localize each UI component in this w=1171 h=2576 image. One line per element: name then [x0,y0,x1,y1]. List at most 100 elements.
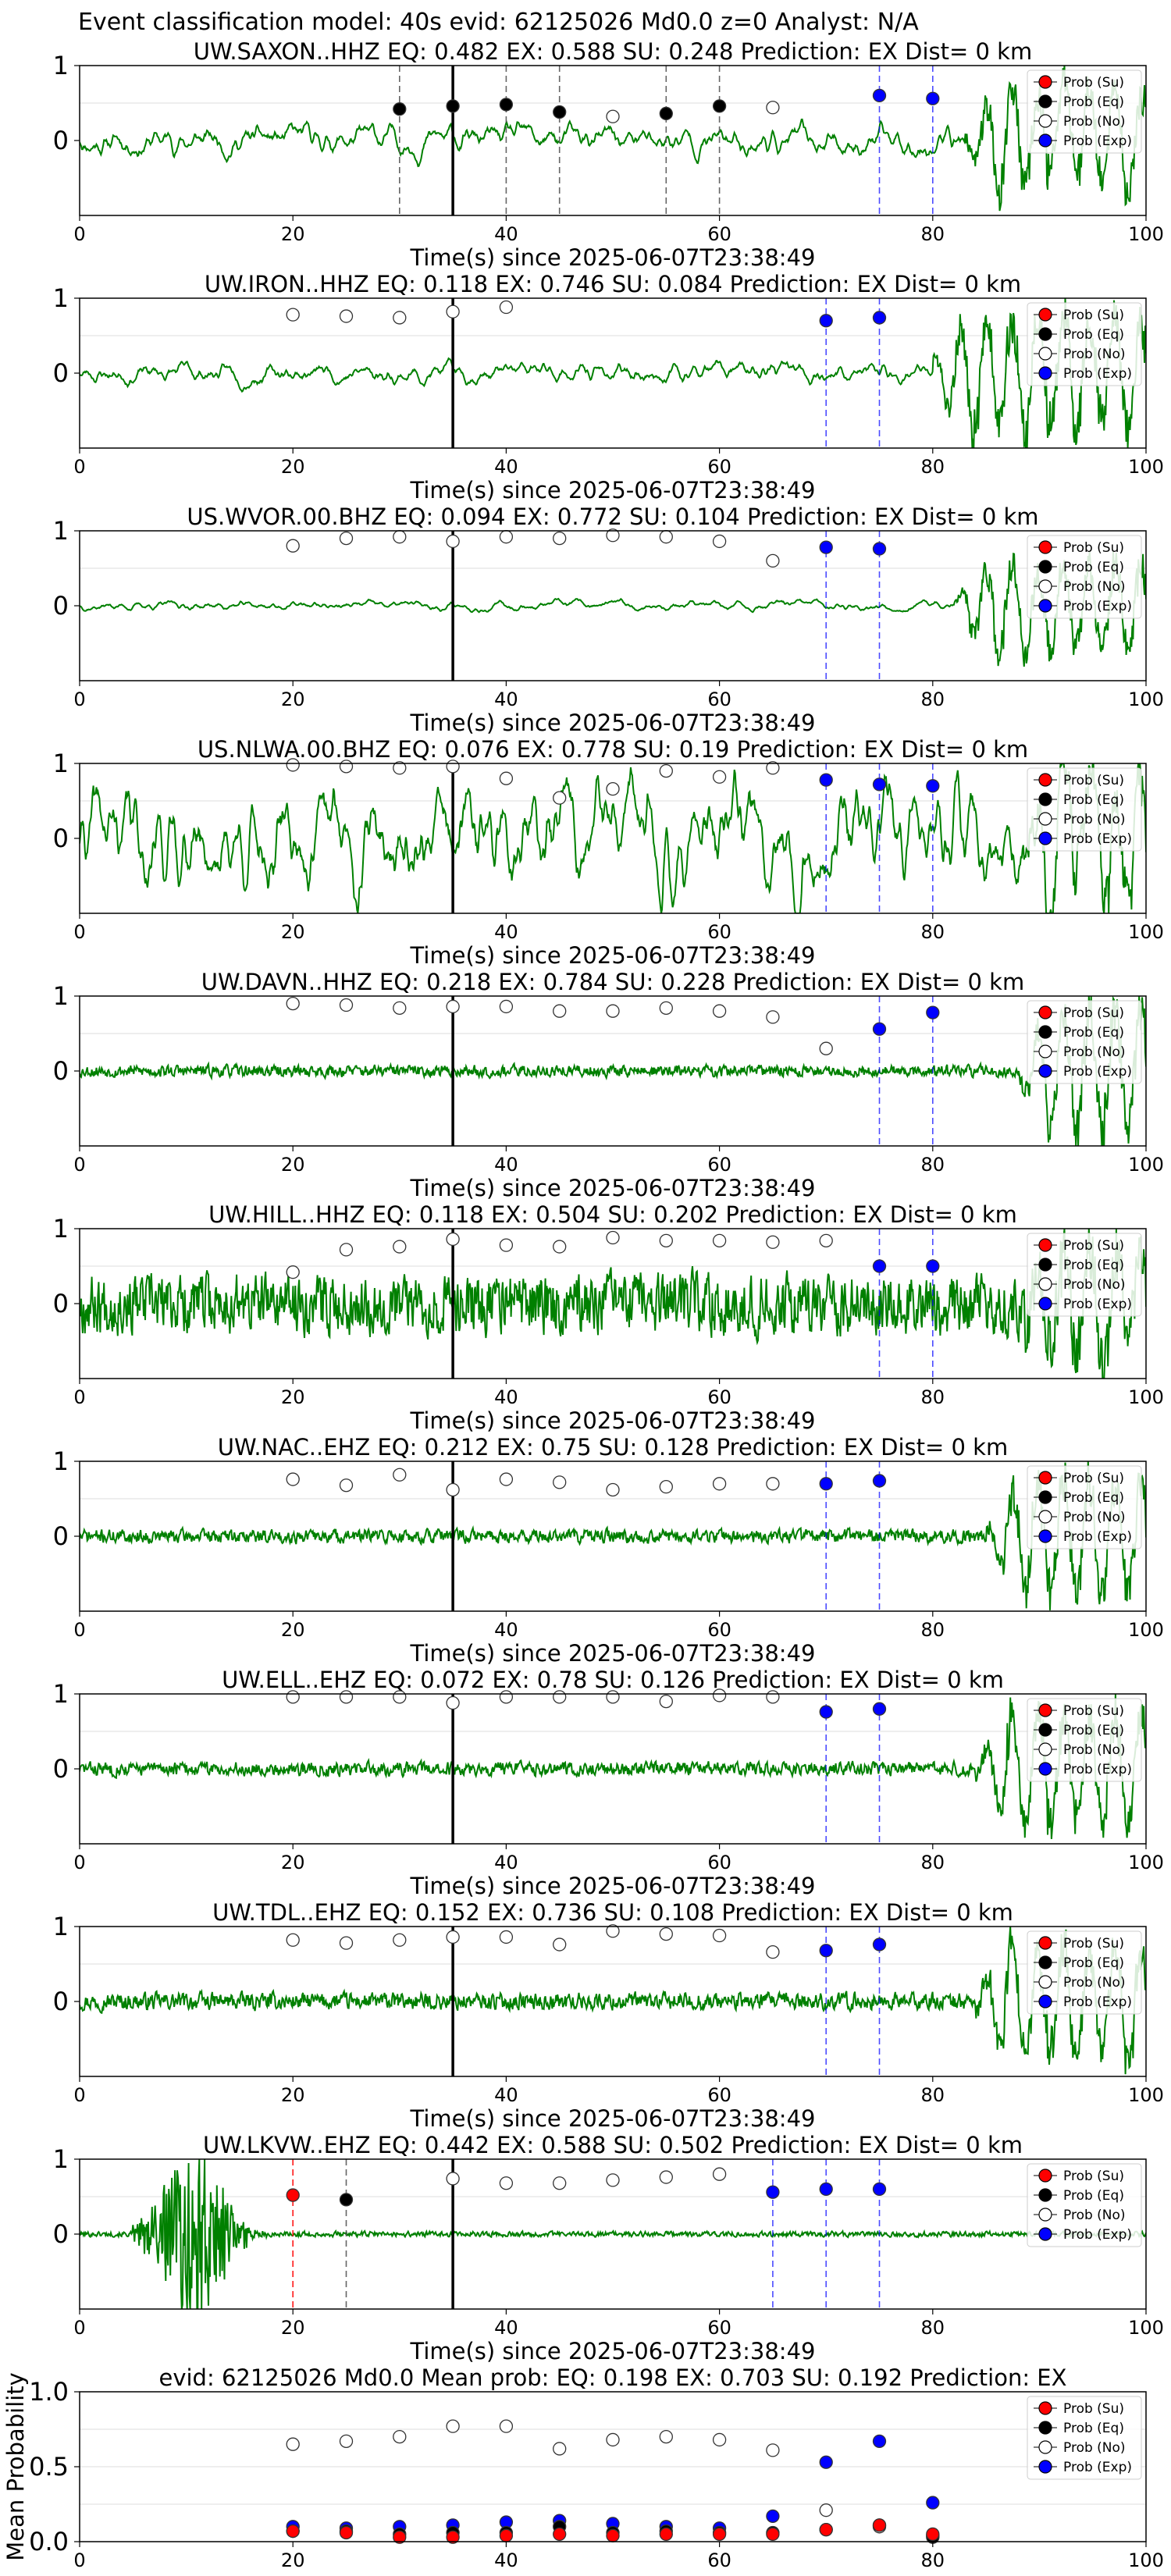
x-axis-label: Time(s) since 2025-06-07T23:38:49 [410,477,816,503]
prob-point-no [499,1690,514,1704]
legend-marker-eq [1038,560,1052,574]
waveform-trace [80,1694,1146,1839]
mean-point-exp [766,2509,780,2524]
x-tick-label: 60 [707,1852,731,1873]
x-tick-label: 60 [707,1386,731,1408]
prob-point-eq [499,98,514,112]
panel-10: evid: 62125026 Md0.0 Mean prob: EQ: 0.19… [2,2364,1164,2571]
prob-point-no [659,1001,673,1016]
legend-marker-no [1038,812,1052,826]
prob-point-no [446,760,460,774]
legend-label: Prob (Eq) [1063,2188,1124,2204]
legend-label: Prob (Exp) [1063,366,1132,382]
x-tick-label: 60 [707,2084,731,2106]
legend-label: Prob (No) [1063,1044,1126,1060]
prob-point-no [393,1690,407,1704]
legend: Prob (Su) Prob (Eq) Prob (No) Prob (Exp) [1027,1698,1142,1782]
prob-point-exp [872,1474,887,1488]
legend-label: Prob (Exp) [1063,1297,1132,1312]
mean-point-no [499,2419,514,2433]
x-tick-label: 40 [494,2317,518,2339]
y-tick-label: 1 [53,51,69,80]
prob-point-no [712,1004,727,1018]
mean-point-su [712,2527,727,2542]
y-tick-label: 1 [53,749,69,778]
prob-point-no [446,304,460,318]
prob-point-no [659,1694,673,1709]
y-tick-label: 0.5 [29,2452,69,2482]
x-tick-label: 80 [921,2084,945,2106]
prob-point-no [712,1233,727,1248]
y-tick-label: 0 [53,824,69,853]
x-tick-label: 100 [1128,1386,1164,1408]
x-tick-label: 0 [73,2549,85,2571]
panel-title: US.WVOR.00.BHZ EQ: 0.094 EX: 0.772 SU: 0… [187,503,1038,530]
legend-box [1027,1233,1142,1317]
legend-box [1027,1698,1142,1782]
prob-point-no [712,770,727,784]
legend-label: Prob (No) [1063,1277,1126,1293]
legend-label: Prob (Su) [1063,2169,1124,2184]
prob-point-exp [872,2182,887,2197]
x-tick-label: 100 [1128,2549,1164,2571]
prob-point-no [766,1944,780,1959]
mean-point-su [766,2527,780,2542]
prob-point-no [606,528,620,543]
legend-label: Prob (Su) [1063,773,1124,788]
prob-point-no [553,791,567,805]
x-tick-label: 20 [281,921,305,943]
legend: Prob (Su) Prob (Eq) Prob (No) Prob (Exp) [1027,302,1142,386]
panel-6: UW.NAC..EHZ EQ: 0.212 EX: 0.75 SU: 0.128… [53,1434,1164,1667]
prob-point-eq [712,99,727,113]
x-tick-label: 20 [281,2084,305,2106]
legend-marker-exp [1038,599,1052,613]
mean-point-su [819,2522,833,2537]
y-tick-label: 0 [53,1754,69,1784]
prob-point-no [659,2170,673,2184]
legend-label: Prob (Eq) [1063,2421,1124,2436]
prob-point-no [286,308,300,322]
x-tick-label: 100 [1128,456,1164,478]
x-tick-label: 100 [1128,2084,1164,2106]
legend: Prob (Su) Prob (Eq) Prob (No) Prob (Exp) [1027,69,1142,154]
legend-marker-no [1038,579,1052,593]
prob-point-no [819,1233,833,1248]
prob-point-no [499,1238,514,1252]
prob-point-no [553,1937,567,1952]
prob-point-eq [553,105,567,119]
panel-title: UW.DAVN..HHZ EQ: 0.218 EX: 0.784 SU: 0.2… [201,969,1024,995]
legend-label: Prob (Exp) [1063,1529,1132,1545]
y-tick-label: 1 [53,1214,69,1244]
prob-point-no [659,1233,673,1248]
x-axis-label: Time(s) since 2025-06-07T23:38:49 [410,1640,816,1667]
legend-marker-su [1038,1936,1052,1950]
mean-point-no [819,2503,833,2517]
legend: Prob (Su) Prob (Eq) Prob (No) Prob (Exp) [1027,2163,1142,2247]
waveform-trace [80,298,1146,448]
y-tick-label: 1 [53,981,69,1011]
mean-point-su [339,2525,354,2540]
prob-point-exp [766,2185,780,2199]
prob-point-no [446,2172,460,2186]
prob-point-exp [926,1259,940,1273]
prob-point-no [606,1690,620,1704]
x-tick-label: 80 [921,921,945,943]
prob-point-exp [926,91,940,105]
x-tick-label: 40 [494,2084,518,2106]
x-tick-label: 40 [494,921,518,943]
prob-point-no [393,1240,407,1254]
prob-point-no [286,1265,300,1279]
panel-title: UW.ELL..EHZ EQ: 0.072 EX: 0.78 SU: 0.126… [222,1667,1004,1693]
mean-point-su [393,2530,407,2544]
legend-label: Prob (No) [1063,1742,1126,1758]
prob-point-no [766,1010,780,1024]
legend-label: Prob (Exp) [1063,133,1132,149]
prob-point-no [659,1479,673,1494]
panel-title: UW.LKVW..EHZ EQ: 0.442 EX: 0.588 SU: 0.5… [203,2132,1023,2158]
prob-point-no [286,1933,300,1947]
prob-point-no [446,1232,460,1247]
panel-1: UW.IRON..HHZ EQ: 0.118 EX: 0.746 SU: 0.0… [53,271,1164,503]
legend-label: Prob (Eq) [1063,1258,1124,1273]
legend-marker-exp [1038,366,1052,380]
legend-label: Prob (Eq) [1063,560,1124,575]
